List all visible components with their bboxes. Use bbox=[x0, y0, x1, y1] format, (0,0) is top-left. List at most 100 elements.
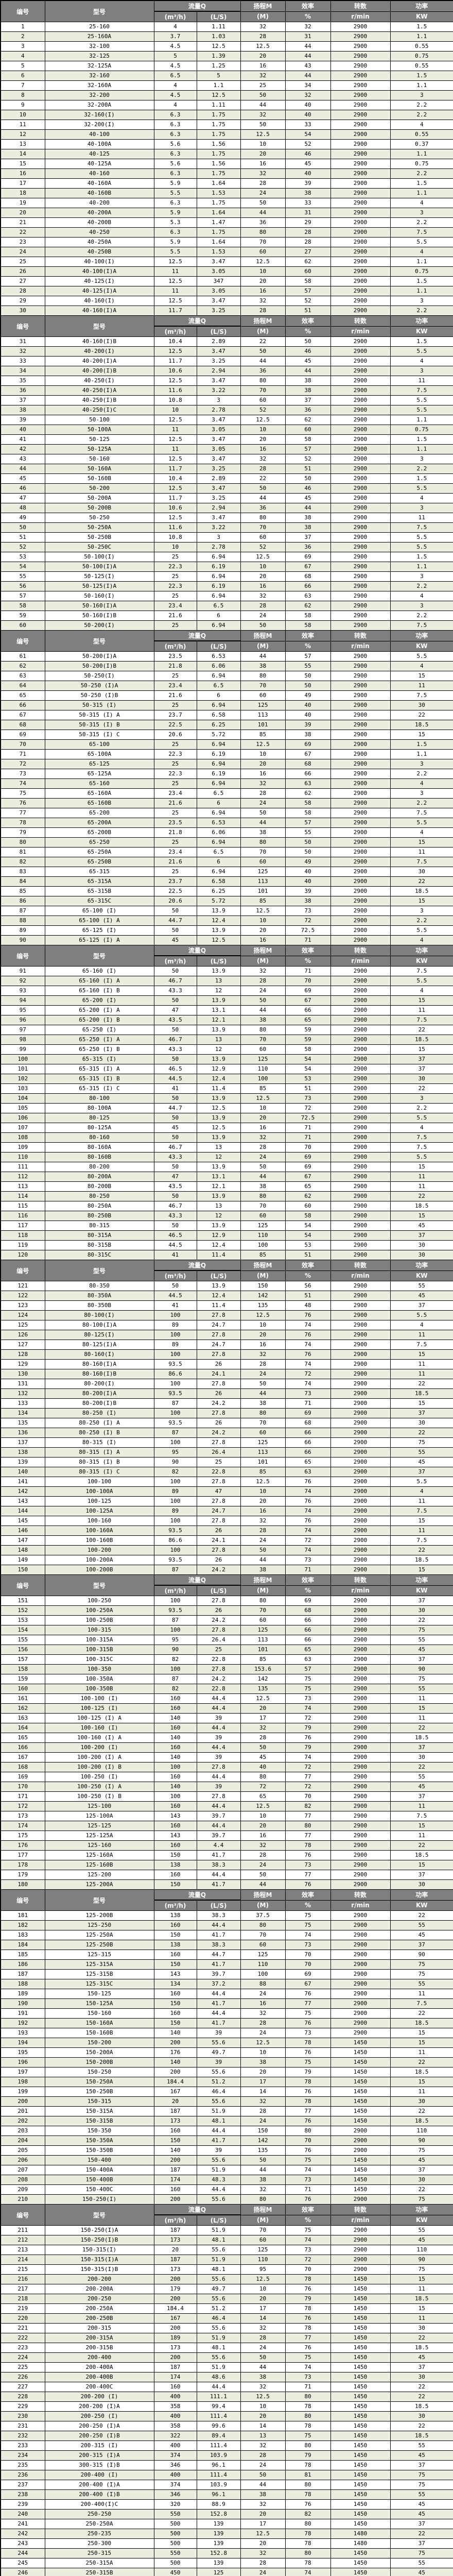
cell-flow-ls: 6.5 bbox=[196, 681, 241, 691]
cell-model: 40-100(I) bbox=[44, 257, 154, 267]
cell-speed: 2900 bbox=[330, 1201, 391, 1211]
header-unit-m3h: (m³/h) bbox=[153, 326, 197, 337]
header-unit-percent: % bbox=[285, 1585, 331, 1596]
cell-power: 7.5 bbox=[390, 1142, 453, 1153]
cell-speed: 1450 bbox=[330, 2284, 391, 2294]
cell-head: 38 bbox=[240, 2372, 286, 2382]
header-row-1: 编号 型号 流量Q 扬程M 效率 转数 功率 bbox=[0, 1574, 453, 1596]
cell-flow-ls: 38.3 bbox=[196, 1940, 241, 1950]
cell-flow-m3h: 12.5 bbox=[153, 454, 197, 464]
cell-head: 125 bbox=[240, 867, 286, 877]
cell-flow-m3h: 22.5 bbox=[153, 886, 197, 896]
cell-speed: 2900 bbox=[330, 493, 391, 503]
header-col-head: 扬程M bbox=[240, 1574, 286, 1586]
cell-efficiency: 73 bbox=[285, 2372, 331, 2382]
cell-model: 100-100A bbox=[44, 1486, 154, 1497]
cell-power: 4 bbox=[390, 493, 453, 503]
cell-flow-m3h: 140 bbox=[153, 1782, 197, 1792]
cell-number: 24 bbox=[0, 247, 45, 257]
cell-flow-ls: 12.9 bbox=[196, 1230, 241, 1241]
cell-model: 200-400 (I)A bbox=[44, 2480, 154, 2490]
cell-flow-m3h: 11.6 bbox=[153, 522, 197, 533]
cell-model: 50-200(I)A bbox=[44, 651, 154, 662]
cell-head: 12.5 bbox=[240, 41, 286, 52]
header-col-head: 扬程M bbox=[240, 1260, 286, 1271]
cell-power: 5.5 bbox=[390, 346, 453, 357]
cell-speed: 2900 bbox=[330, 336, 391, 347]
cell-speed: 1450 bbox=[330, 2165, 391, 2175]
cell-head: 28 bbox=[240, 306, 286, 316]
cell-head: 20 bbox=[240, 1330, 286, 1340]
cell-speed: 1450 bbox=[330, 2411, 391, 2421]
cell-number: 23 bbox=[0, 237, 45, 247]
cell-power: 15 bbox=[390, 671, 453, 681]
header-col-speed: 转数 bbox=[330, 945, 391, 956]
cell-head: 32 bbox=[240, 71, 286, 81]
cell-head: 125 bbox=[240, 1437, 286, 1448]
cell-speed: 2900 bbox=[330, 1840, 391, 1851]
cell-head: 85 bbox=[240, 1250, 286, 1260]
cell-number: 156 bbox=[0, 1645, 45, 1655]
header-unit-rpm: r/min bbox=[330, 11, 391, 22]
cell-head: 10 bbox=[240, 2047, 286, 2058]
header-col-flow-group: 流量Q bbox=[153, 630, 241, 641]
cell-speed: 2900 bbox=[330, 818, 391, 828]
cell-efficiency: 78 bbox=[285, 2274, 331, 2284]
cell-speed: 1450 bbox=[330, 2077, 391, 2087]
cell-flow-ls: 48.1 bbox=[196, 2235, 241, 2245]
table-row: 215 150-315(I)B 173 48.1 95 70 2900 75 bbox=[0, 2264, 453, 2275]
cell-power: 15 bbox=[390, 1211, 453, 1221]
table-row: 1 25-160 4 1.11 32 32 2900 1.5 bbox=[0, 22, 453, 32]
cell-model: 50-100 bbox=[44, 415, 154, 425]
cell-power: 3 bbox=[390, 296, 453, 306]
cell-number: 52 bbox=[0, 542, 45, 552]
cell-head: 60 bbox=[240, 1940, 286, 1950]
cell-flow-m3h: 93.5 bbox=[153, 1605, 197, 1616]
cell-efficiency: 75 bbox=[285, 1910, 331, 1921]
cell-power: 5.5 bbox=[390, 651, 453, 662]
cell-head: 60 bbox=[240, 1615, 286, 1625]
cell-flow-m3h: 160 bbox=[153, 1703, 197, 1714]
cell-head: 40 bbox=[240, 1762, 286, 1772]
cell-power: 37 bbox=[390, 1230, 453, 1241]
cell-flow-ls: 24.1 bbox=[196, 1535, 241, 1546]
cell-model: 80-250B bbox=[44, 1211, 154, 1221]
cell-flow-m3h: 3.7 bbox=[153, 31, 197, 42]
cell-head: 32 bbox=[240, 2382, 286, 2392]
table-row: 220 200-250B 167 46.4 14 76 1450 11 bbox=[0, 2313, 453, 2324]
cell-flow-ls: 11.4 bbox=[196, 1250, 241, 1260]
cell-head: 95 bbox=[240, 2264, 286, 2275]
cell-flow-ls: 55.6 bbox=[196, 2294, 241, 2304]
cell-speed: 2900 bbox=[330, 769, 391, 779]
cell-efficiency: 75 bbox=[285, 2431, 331, 2441]
cell-flow-m3h: 160 bbox=[153, 1989, 197, 1999]
table-row: 135 80-250 (I) A 93.5 26 70 68 2900 30 bbox=[0, 1418, 453, 1428]
table-row: 164 100-160 (I) 160 44.4 32 79 2900 22 bbox=[0, 1723, 453, 1733]
cell-model: 65-250B bbox=[44, 857, 154, 867]
cell-head: 44 bbox=[240, 1388, 286, 1399]
cell-number: 210 bbox=[0, 2194, 45, 2205]
cell-head: 110 bbox=[240, 1959, 286, 1970]
cell-flow-ls: 3.22 bbox=[196, 385, 241, 396]
cell-efficiency: 77 bbox=[285, 1998, 331, 2009]
cell-model: 32-200(I) bbox=[44, 120, 154, 130]
table-row: 244 250-315 550 152.8 32 80 1450 75 bbox=[0, 2548, 453, 2558]
cell-flow-ls: 26 bbox=[196, 1605, 241, 1616]
cell-head: 32 bbox=[240, 778, 286, 789]
cell-number: 151 bbox=[0, 1596, 45, 1606]
table-row: 130 80-160(I)B 86.6 24.1 24 72 2900 11 bbox=[0, 1369, 453, 1379]
cell-efficiency: 67 bbox=[285, 1172, 331, 1182]
table-row: 198 150-250A 184.4 51.2 17 78 1450 15 bbox=[0, 2077, 453, 2087]
cell-head: 80 bbox=[240, 227, 286, 238]
cell-number: 100 bbox=[0, 1054, 45, 1064]
header-col-speed: 转数 bbox=[330, 2204, 391, 2215]
cell-speed: 2900 bbox=[330, 188, 391, 198]
cell-model: 100-160A bbox=[44, 1526, 154, 1536]
cell-efficiency: 76 bbox=[285, 2284, 331, 2294]
cell-number: 134 bbox=[0, 1408, 45, 1418]
cell-flow-m3h: 25 bbox=[153, 759, 197, 769]
cell-number: 97 bbox=[0, 1025, 45, 1035]
cell-flow-m3h: 10.4 bbox=[153, 336, 197, 347]
cell-speed: 1450 bbox=[330, 2382, 391, 2392]
cell-speed: 2900 bbox=[330, 237, 391, 247]
